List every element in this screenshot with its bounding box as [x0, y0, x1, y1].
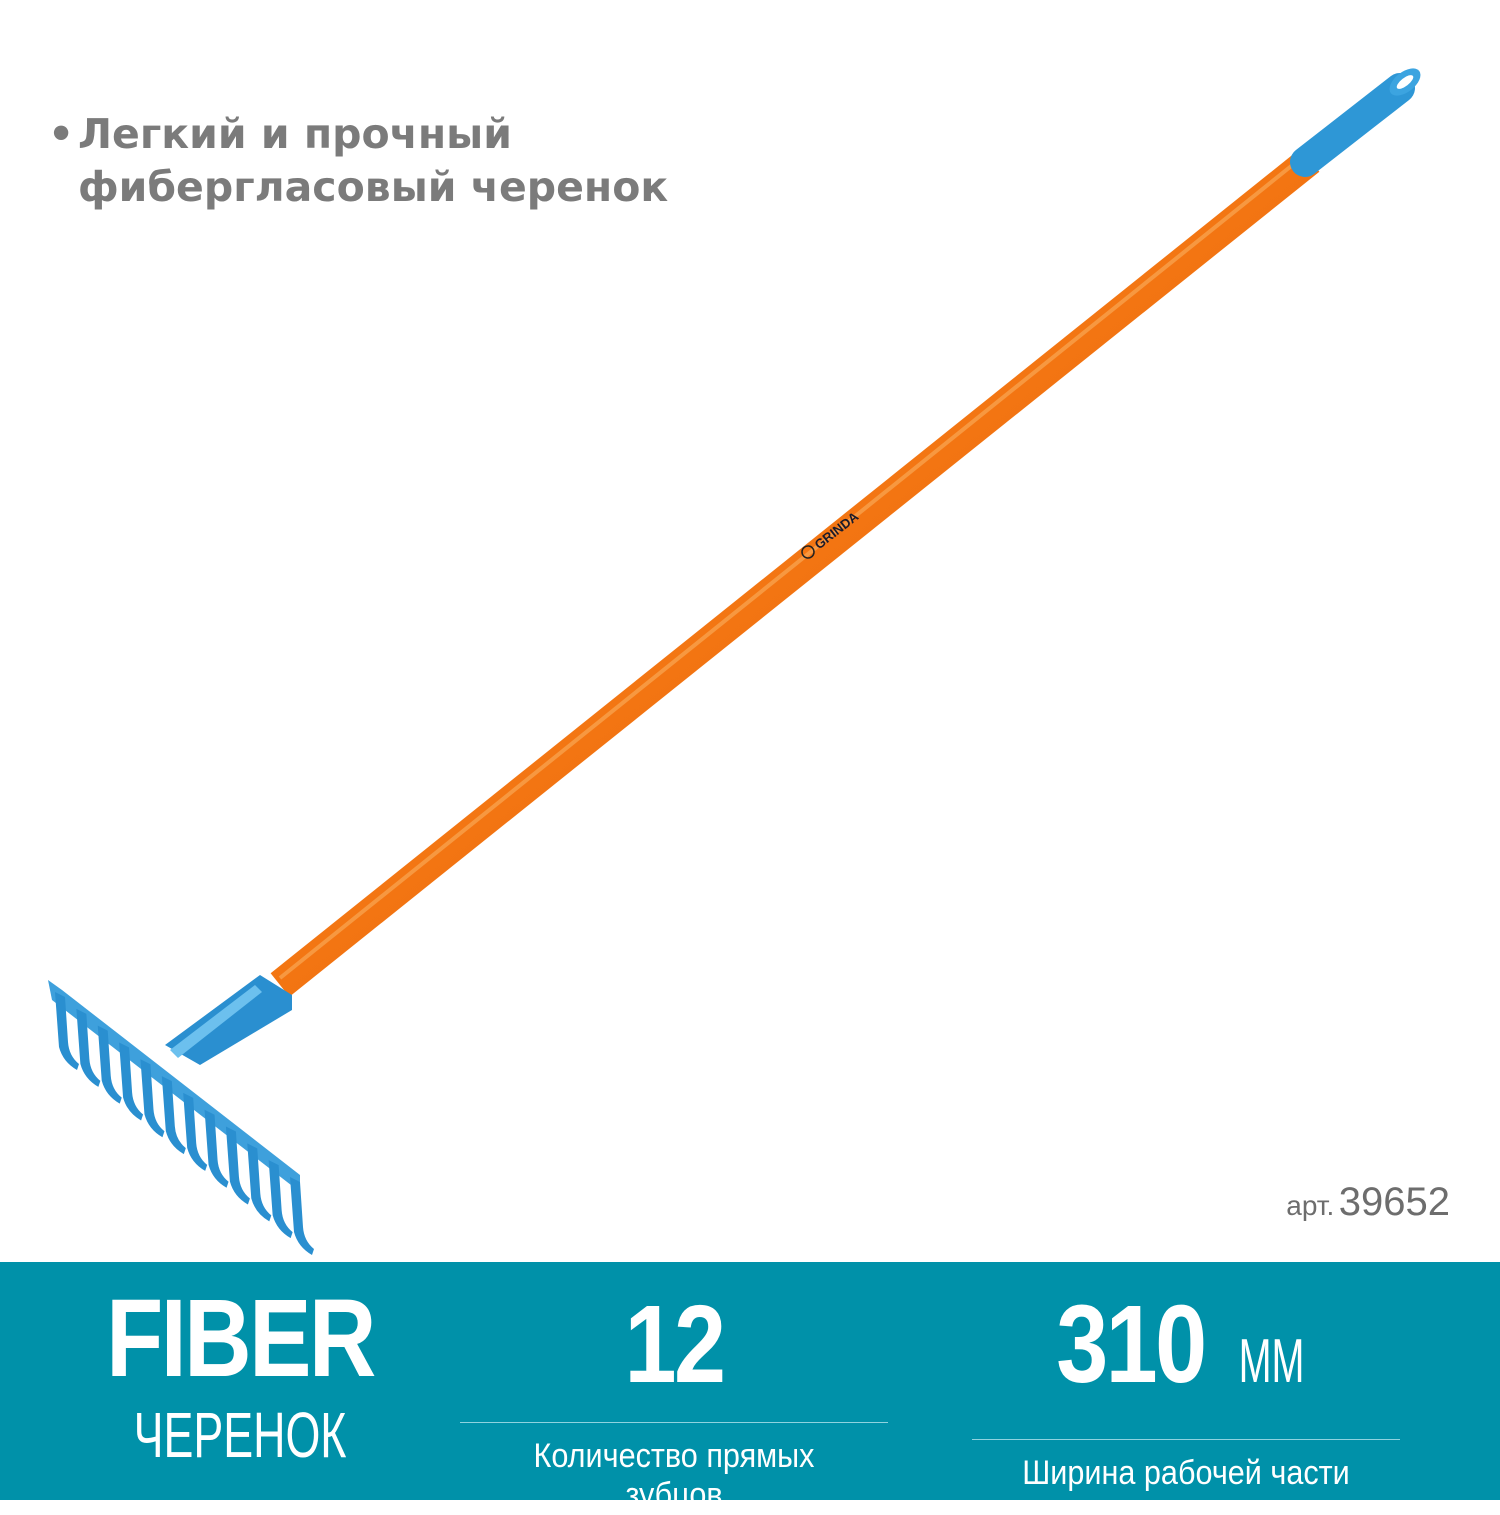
- article-number: арт. 39652: [1286, 1180, 1450, 1224]
- rake-tine: [247, 1143, 272, 1222]
- rake-tine: [119, 1042, 144, 1121]
- divider: [972, 1439, 1400, 1440]
- rake-tine: [183, 1092, 208, 1171]
- feature-line-1: Легкий и прочный: [78, 110, 512, 158]
- grip: [1290, 68, 1421, 177]
- rake-tine: [225, 1126, 250, 1205]
- feature-line-2: фиберглаcовый черенок: [78, 163, 669, 211]
- spec-handle: FIBER ЧЕРЕНОК: [106, 1277, 376, 1472]
- handle: [270, 148, 1320, 997]
- spec-width: 310 ММ Ширина рабочей части: [972, 1290, 1400, 1493]
- divider: [460, 1422, 888, 1423]
- rake-image: GRINDA: [48, 68, 1421, 1255]
- rake-tine: [76, 1008, 101, 1087]
- rake-tine: [268, 1160, 293, 1239]
- rake-tine: [140, 1059, 165, 1138]
- rake-tine: [55, 992, 79, 1070]
- rake-head: [48, 975, 314, 1255]
- rake-tine: [204, 1109, 229, 1188]
- feature-text: • Легкий и прочный фиберглаcовый черенок: [48, 108, 668, 214]
- rake-tine: [97, 1025, 122, 1104]
- rake-tine: [161, 1076, 186, 1155]
- spec-banner: FIBER ЧЕРЕНОК 12 Количество прямых зубцо…: [0, 1262, 1500, 1514]
- spec-teeth: 12 Количество прямых зубцов: [460, 1290, 888, 1515]
- rake-tine: [290, 1177, 314, 1255]
- bullet: •: [48, 110, 75, 158]
